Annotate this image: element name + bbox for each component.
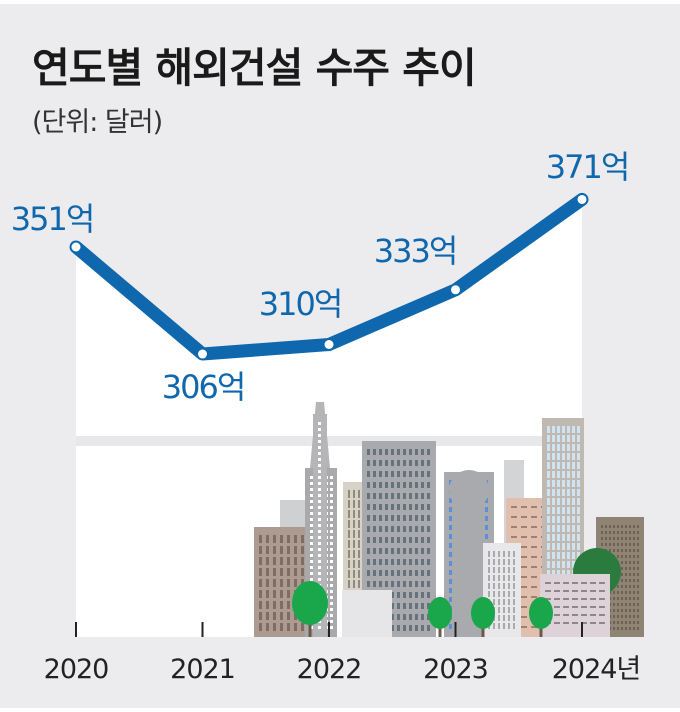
tree [471, 597, 495, 637]
data-label: 333억 [374, 232, 457, 270]
horizon-band [76, 436, 582, 446]
chart-title: 연도별 해외건설 수주 추이 [32, 44, 477, 92]
tree [529, 597, 553, 637]
building [483, 543, 521, 637]
data-point [577, 194, 587, 204]
building [362, 441, 436, 637]
data-label: 306억 [162, 368, 245, 406]
data-label: 371억 [546, 148, 629, 186]
city-skyline-illustration [254, 402, 644, 637]
x-tick-label: 2023 [423, 654, 488, 685]
tree [292, 581, 328, 637]
data-point [198, 349, 207, 359]
data-point [324, 339, 334, 349]
data-point [451, 285, 460, 295]
x-tick-label: 2020 [44, 654, 109, 685]
building [540, 574, 610, 637]
data-label: 310억 [259, 285, 342, 323]
chart-unit: (단위: 달러) [32, 107, 163, 138]
building [342, 590, 392, 637]
x-tick-label: 2021 [170, 654, 235, 685]
tree [428, 597, 452, 637]
x-tick-label: 2022 [297, 654, 362, 685]
data-label: 351억 [11, 200, 94, 238]
x-tick-label: 2024년 [552, 654, 641, 685]
data-point [71, 242, 81, 252]
